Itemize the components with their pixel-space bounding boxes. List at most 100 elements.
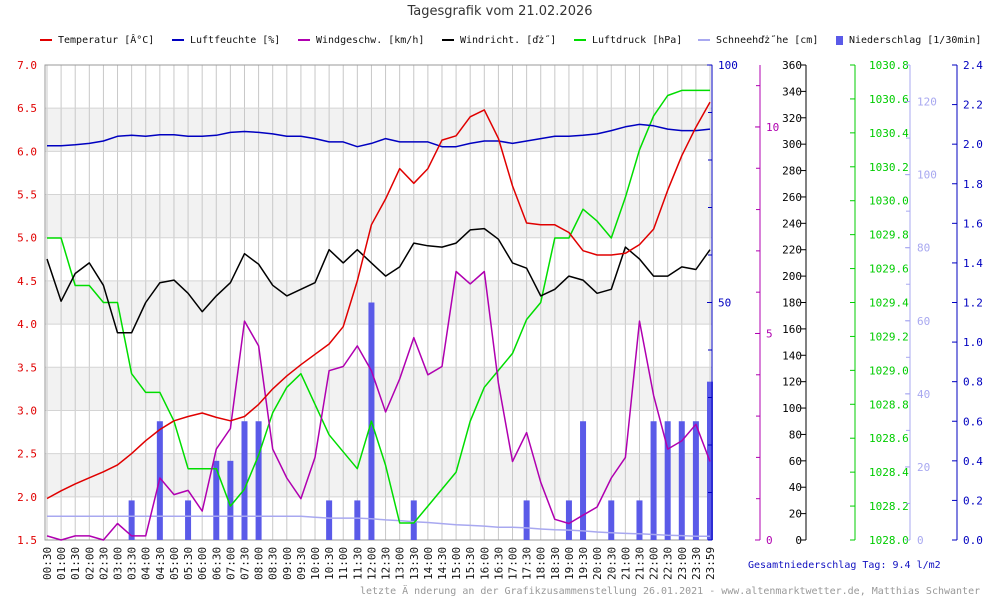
footer-note: letzte Ä nderung an der Grafikzusammenst… (360, 586, 981, 597)
series-line-luftdruck (47, 89, 710, 524)
time-tick-label: 13:00 (394, 547, 407, 580)
rain-tick-label: 2.4 (963, 59, 983, 72)
snow-tick-label: 100 (917, 169, 937, 182)
time-tick-label: 19:30 (577, 547, 590, 580)
press-tick-label: 1028.0 (869, 534, 909, 547)
press-tick-label: 1030.8 (869, 59, 909, 72)
temperature-tick-label: 2.5 (17, 448, 37, 461)
time-tick-label: 20:00 (591, 547, 604, 580)
rain-tick-label: 2.0 (963, 138, 983, 151)
plot-band (45, 410, 712, 454)
time-tick-label: 21:30 (633, 547, 646, 580)
precipitation-bar (326, 500, 333, 540)
time-tick-label: 02:00 (83, 547, 96, 580)
time-tick-label: 23:30 (690, 547, 703, 580)
press-tick-label: 1030.4 (869, 127, 909, 140)
wind-tick-label: 0 (766, 534, 773, 547)
time-tick-label: 03:30 (126, 547, 139, 580)
wind-tick-label: 10 (766, 121, 779, 134)
series-line-luftfeuchte (47, 123, 711, 148)
time-tick-label: 14:30 (436, 547, 449, 580)
snow-tick-label: 20 (917, 461, 930, 474)
legend-label: Schneehďż˝he [cm] (716, 35, 819, 46)
hum-tick-label: 100 (718, 59, 738, 72)
snow-tick-label: 120 (917, 96, 937, 109)
plot-band (45, 108, 712, 152)
precipitation-bar (227, 460, 234, 540)
series-line-windgeschw (46, 270, 711, 541)
temperature-tick-label: 6.5 (17, 102, 37, 115)
plot-band (45, 367, 712, 411)
temperature-tick-label: 3.0 (17, 404, 37, 417)
time-tick-label: 08:00 (253, 547, 266, 580)
temperature-tick-label: 6.0 (17, 145, 37, 158)
rain-tick-label: 2.2 (963, 99, 983, 112)
precipitation-bar (664, 421, 671, 540)
press-tick-label: 1029.8 (869, 229, 909, 242)
temperature-tick-label: 5.5 (17, 189, 37, 202)
time-tick-label: 16:00 (478, 547, 491, 580)
precipitation-bar (523, 500, 530, 540)
legend-label: Niederschlag [1/30min] (849, 35, 982, 46)
time-tick-label: 18:00 (535, 547, 548, 580)
snow-tick-label: 80 (917, 242, 930, 255)
precipitation-bar (692, 421, 699, 540)
press-tick-label: 1029.2 (869, 330, 909, 343)
time-tick-label: 00:30 (41, 547, 54, 580)
series-line-temperatur (46, 101, 711, 500)
time-tick-label: 14:00 (422, 547, 435, 580)
precipitation-bar (128, 500, 135, 540)
dir-tick-label: 100 (782, 402, 802, 415)
press-tick-label: 1028.8 (869, 398, 909, 411)
press-tick-label: 1029.6 (869, 263, 909, 276)
precipitation-bar (636, 500, 643, 540)
time-tick-label: 01:00 (55, 547, 68, 580)
wind-tick-label: 5 (766, 327, 773, 340)
press-tick-label: 1028.6 (869, 432, 909, 445)
dir-tick-label: 140 (782, 349, 802, 362)
time-tick-label: 20:30 (605, 547, 618, 580)
time-tick-label: 17:30 (521, 547, 534, 580)
precipitation-bar (410, 500, 417, 540)
legend-precipitation: Niederschlag [1/30min] (836, 35, 981, 46)
dir-tick-label: 40 (789, 481, 802, 494)
rain-tick-label: 0.0 (963, 534, 983, 547)
precipitation-bar (354, 500, 361, 540)
legend-label: Luftfeuchte [%] (190, 35, 281, 46)
rain-tick-label: 1.2 (963, 297, 983, 310)
time-tick-label: 09:00 (281, 547, 294, 580)
plot-band (45, 453, 712, 497)
legend-label: Luftdruck [hPa] (592, 35, 683, 46)
time-tick-label: 04:30 (154, 547, 167, 580)
dir-tick-label: 200 (782, 270, 802, 283)
time-tick-label: 21:00 (619, 547, 632, 580)
series-line-schneehoehe (47, 515, 710, 538)
temperature-tick-label: 1.5 (17, 534, 37, 547)
precipitation-bar (580, 421, 587, 540)
time-tick-label: 10:30 (323, 547, 336, 580)
dir-tick-label: 20 (789, 508, 802, 521)
chart-title: Tagesgrafik vom 21.02.2026 (407, 4, 593, 19)
rain-tick-label: 0.6 (963, 415, 983, 428)
series-line-windricht (46, 227, 711, 334)
time-tick-label: 13:30 (408, 547, 421, 580)
plot-band (45, 194, 712, 238)
dir-tick-label: 0 (795, 534, 802, 547)
time-tick-label: 07:00 (224, 547, 237, 580)
legend-pressure: Luftdruck [hPa] (574, 35, 682, 46)
plot-band (45, 65, 712, 109)
dir-tick-label: 160 (782, 323, 802, 336)
time-tick-label: 12:00 (365, 547, 378, 580)
rain-tick-label: 1.4 (963, 257, 983, 270)
time-tick-label: 12:30 (380, 547, 393, 580)
press-tick-label: 1030.2 (869, 161, 909, 174)
legend-wind-direction: Windricht. [ďż˝] (442, 35, 556, 46)
precipitation-bar (255, 421, 262, 540)
dir-tick-label: 280 (782, 165, 802, 178)
dir-tick-label: 260 (782, 191, 802, 204)
dir-tick-label: 120 (782, 376, 802, 389)
time-tick-label: 08:30 (267, 547, 280, 580)
legend-swatch (698, 39, 710, 41)
temperature-tick-label: 3.5 (17, 361, 37, 374)
